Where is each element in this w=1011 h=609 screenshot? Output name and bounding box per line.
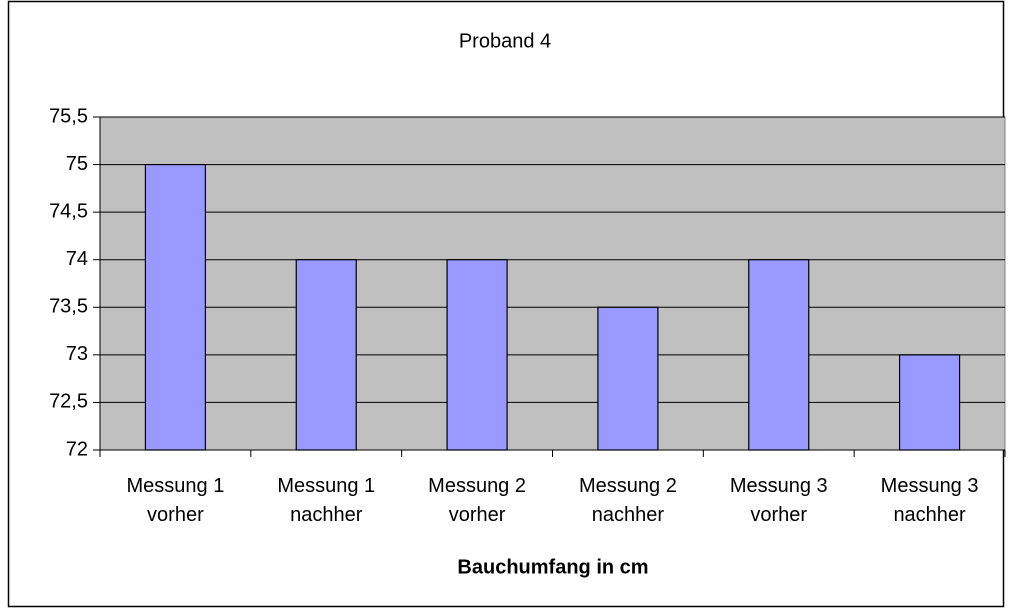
y-tick-label: 74,5 — [49, 200, 88, 222]
y-tick-label: 75,5 — [49, 105, 88, 127]
y-tick-label: 72 — [66, 438, 88, 460]
x-tick-label: Messung 2 nachher — [578, 475, 677, 526]
bar — [748, 259, 810, 451]
bar — [597, 306, 659, 451]
x-tick-label: Messung 3 nachher — [880, 475, 979, 526]
bar — [295, 259, 357, 451]
y-tick-label: 73,5 — [49, 296, 88, 318]
x-axis-title: Bauchumfang in cm — [457, 556, 648, 578]
y-tick-label: 72,5 — [49, 391, 88, 413]
bar — [898, 354, 961, 451]
bar — [144, 163, 207, 451]
x-tick-label: Messung 2 vorher — [428, 475, 526, 526]
x-tick-label: Messung 1 vorher — [126, 475, 225, 526]
y-tick-label: 74 — [66, 248, 88, 270]
x-tick-label: Messung 3 vorher — [729, 475, 828, 526]
x-tick-label: Messung 1 nachher — [277, 475, 376, 526]
y-tick-label: 73 — [66, 343, 88, 365]
chart-title: Proband 4 — [459, 30, 551, 52]
plot-area — [99, 116, 1006, 451]
bar — [446, 259, 508, 451]
y-tick-label: 75 — [66, 153, 88, 175]
